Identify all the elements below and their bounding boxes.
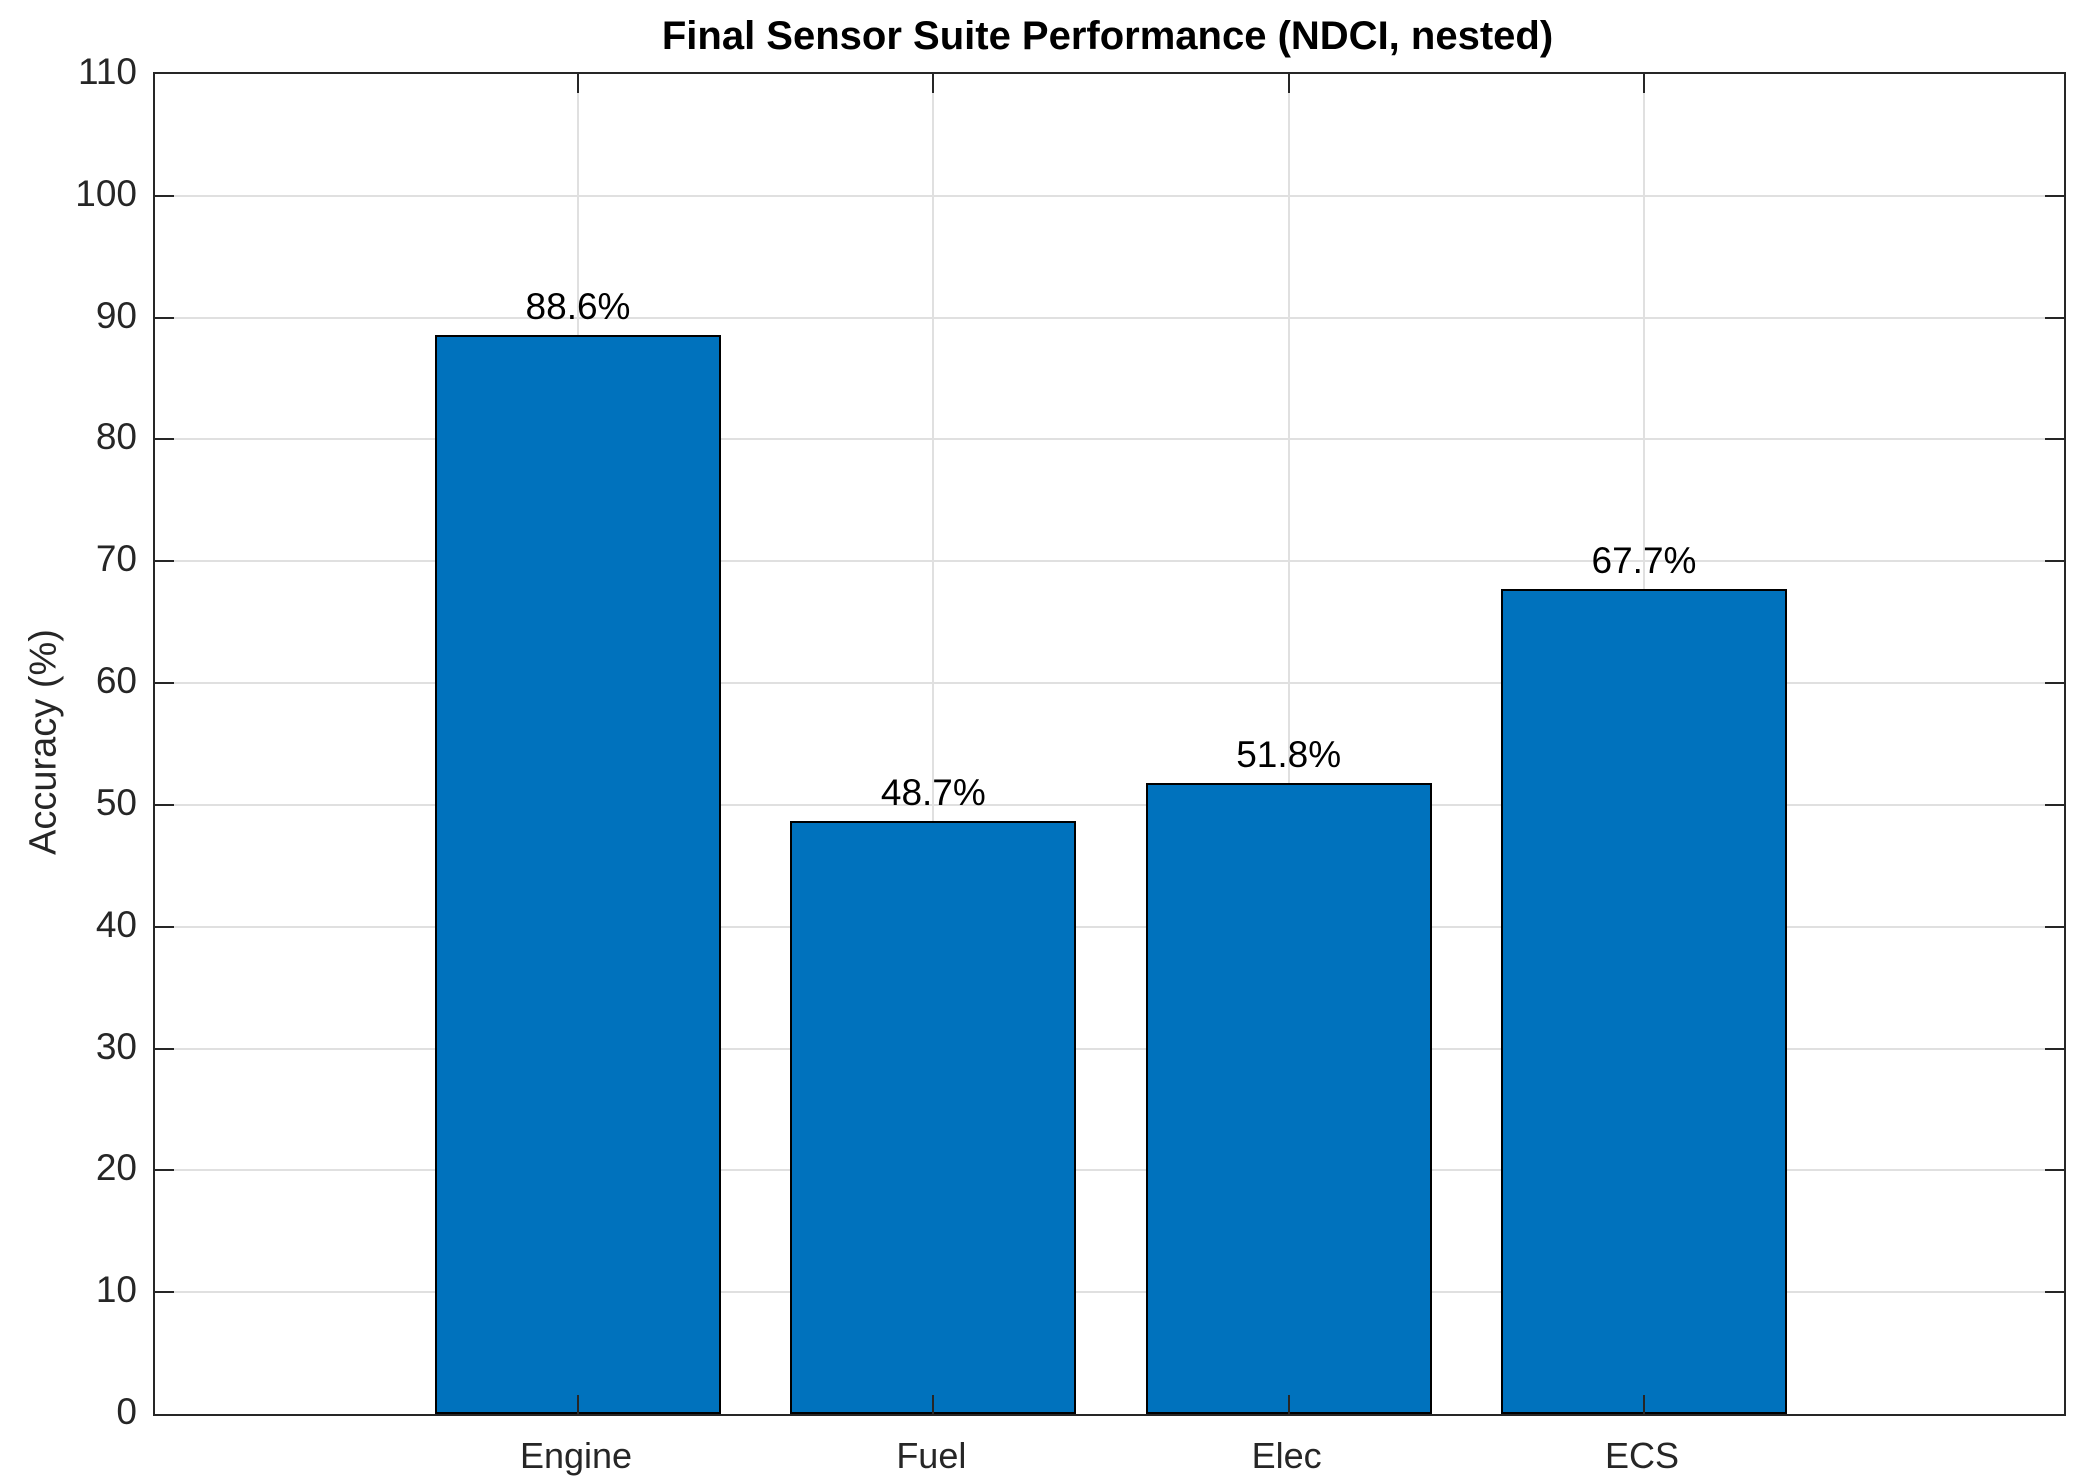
x-tick-mark-bottom xyxy=(932,1395,935,1414)
y-tick-label: 90 xyxy=(95,294,137,336)
y-tick-mark-left xyxy=(155,438,174,441)
y-tick-mark-left xyxy=(155,925,174,928)
x-tick-label-fuel: Fuel xyxy=(896,1435,967,1476)
y-tick-mark-right xyxy=(2045,925,2064,928)
y-tick-label: 110 xyxy=(78,51,137,92)
y-tick-label: 10 xyxy=(95,1269,137,1311)
x-tick-label-elec: Elec xyxy=(1251,1435,1322,1476)
y-tick-label: 40 xyxy=(95,903,137,945)
y-tick-label: 20 xyxy=(95,1147,137,1189)
gridline-vertical xyxy=(1287,74,1290,1414)
y-tick-mark-right xyxy=(2045,438,2064,441)
gridline-horizontal xyxy=(155,560,2064,563)
bar-value-label: 51.8% xyxy=(1236,733,1342,775)
gridline-horizontal xyxy=(155,438,2064,441)
y-tick-mark-left xyxy=(155,803,174,806)
gridline-vertical xyxy=(932,74,935,1414)
y-tick-mark-left xyxy=(155,1047,174,1050)
gridline-horizontal xyxy=(155,682,2064,685)
y-tick-label: 50 xyxy=(95,781,137,823)
x-tick-mark-bottom xyxy=(1287,1395,1290,1414)
y-tick-mark-right xyxy=(2045,1169,2064,1172)
y-tick-mark-right xyxy=(2045,803,2064,806)
bar-value-label: 67.7% xyxy=(1591,540,1697,582)
gridline-horizontal xyxy=(155,316,2064,319)
y-tick-label: 0 xyxy=(116,1391,137,1432)
y-tick-label: 60 xyxy=(95,660,137,702)
y-tick-label: 80 xyxy=(95,416,137,458)
gridline-horizontal xyxy=(155,803,2064,806)
y-tick-mark-left xyxy=(155,1291,174,1294)
x-tick-mark-top xyxy=(932,74,935,93)
x-tick-mark-top xyxy=(577,74,579,93)
y-tick-mark-right xyxy=(2045,316,2064,319)
x-tick-label-ecs: ECS xyxy=(1604,1435,1679,1476)
gridline-horizontal xyxy=(155,194,2064,197)
y-tick-label: 70 xyxy=(95,538,137,580)
bar-value-label: 48.7% xyxy=(880,771,986,813)
y-tick-mark-right xyxy=(2045,1047,2064,1050)
gridline-horizontal xyxy=(155,1291,2064,1294)
plot-area: 88.6% 48.7% 51.8% 67.7% xyxy=(153,72,2066,1416)
gridline-horizontal xyxy=(155,1047,2064,1050)
gridline-horizontal xyxy=(155,925,2064,928)
bar-ecs xyxy=(1500,589,1787,1414)
y-tick-label: 100 xyxy=(75,172,137,214)
bar-engine xyxy=(435,334,721,1414)
bar-elec xyxy=(1145,782,1432,1414)
x-tick-mark-top xyxy=(1287,74,1290,93)
y-tick-mark-right xyxy=(2045,1291,2064,1294)
y-tick-mark-left xyxy=(155,316,174,319)
bar-fuel xyxy=(790,820,1077,1414)
x-tick-mark-bottom xyxy=(577,1395,579,1414)
y-tick-mark-right xyxy=(2045,682,2064,685)
chart-title: Final Sensor Suite Performance (NDCI, ne… xyxy=(661,14,1554,58)
gridline-horizontal xyxy=(155,1169,2064,1172)
bar-value-label: 88.6% xyxy=(525,285,631,327)
y-tick-mark-right xyxy=(2045,560,2064,563)
x-tick-mark-bottom xyxy=(1642,1395,1645,1414)
y-tick-mark-left xyxy=(155,682,174,685)
x-tick-label-engine: Engine xyxy=(519,1435,633,1476)
y-tick-mark-left xyxy=(155,1169,174,1172)
y-tick-label: 30 xyxy=(95,1025,137,1067)
y-tick-mark-left xyxy=(155,194,174,197)
x-tick-mark-top xyxy=(1642,74,1645,93)
y-tick-mark-right xyxy=(2045,194,2064,197)
y-tick-mark-left xyxy=(155,560,174,563)
